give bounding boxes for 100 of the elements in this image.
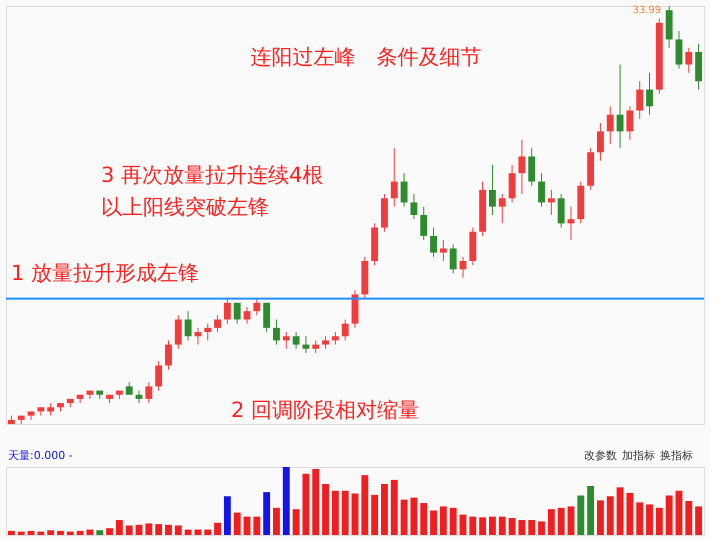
candlestick <box>626 106 634 140</box>
candlestick <box>312 340 320 354</box>
candlestick <box>342 319 349 341</box>
annotation: 1 放量拉升形成左锋 <box>11 261 200 285</box>
bar <box>244 516 250 535</box>
bar <box>498 516 506 535</box>
bar <box>656 508 663 535</box>
candlestick <box>332 332 339 346</box>
bar <box>165 524 172 535</box>
bar <box>8 530 15 535</box>
bar <box>18 532 25 535</box>
candlestick <box>685 47 692 74</box>
bar <box>440 506 447 535</box>
candlestick <box>410 194 418 220</box>
bar <box>312 469 320 535</box>
bar <box>596 500 604 535</box>
bar <box>577 496 584 535</box>
bar <box>568 506 574 535</box>
text: 天量:0.000 - <box>8 449 73 462</box>
bar <box>155 524 162 535</box>
bar <box>479 517 486 535</box>
candlestick <box>390 148 398 208</box>
bar <box>37 532 44 535</box>
candlestick <box>548 189 555 216</box>
candlestick <box>224 298 231 324</box>
text: 改参数 <box>584 449 617 462</box>
candlestick <box>400 172 408 208</box>
bar <box>616 487 624 535</box>
annotation: 3 再次放量拉升连续4根 <box>101 163 324 187</box>
candlestick <box>204 323 212 341</box>
candlestick <box>253 298 260 316</box>
bar <box>508 518 516 535</box>
bar <box>126 525 133 535</box>
bar <box>106 528 114 535</box>
bar <box>558 508 565 535</box>
bar <box>204 530 212 535</box>
bar <box>381 484 388 535</box>
candlestick <box>292 332 300 350</box>
text: 换指标 <box>660 449 693 462</box>
candlestick <box>498 194 506 224</box>
candlestick <box>145 382 152 404</box>
candlestick <box>596 122 604 162</box>
bar <box>184 530 192 535</box>
bar <box>390 480 398 535</box>
bar <box>450 508 457 535</box>
bar <box>400 500 408 535</box>
bar <box>322 484 329 535</box>
bar <box>430 510 437 535</box>
bar <box>342 490 349 535</box>
bar <box>76 530 84 535</box>
bar <box>460 514 466 535</box>
bar <box>666 496 673 535</box>
candlestick <box>420 206 428 241</box>
bar <box>636 502 644 535</box>
bar <box>136 524 142 535</box>
bar <box>273 508 280 535</box>
bar <box>116 520 123 535</box>
bar <box>47 530 54 535</box>
bar <box>518 520 526 535</box>
bar <box>626 492 634 535</box>
bar <box>371 494 378 535</box>
bar <box>685 501 692 535</box>
text: 加指标 <box>622 449 655 462</box>
bar <box>224 496 231 535</box>
bar <box>548 509 555 535</box>
candlestick <box>282 332 290 350</box>
bar <box>676 490 682 535</box>
bar <box>66 532 74 535</box>
candlestick <box>244 306 250 324</box>
bar <box>469 516 476 535</box>
bar <box>96 530 104 535</box>
annotation: 以上阳线突破左锋 <box>101 195 269 219</box>
candlestick <box>184 310 192 341</box>
candlestick <box>155 360 162 392</box>
candlestick <box>273 319 280 346</box>
candlestick <box>322 336 329 350</box>
annotation: 33.99 <box>632 5 662 16</box>
bar <box>302 474 310 535</box>
candlestick <box>616 64 624 149</box>
candlestick <box>234 302 241 324</box>
bar <box>282 467 290 535</box>
candlestick <box>646 72 653 116</box>
candlestick <box>518 139 526 195</box>
annotation: 2 回调阶段相对缩量 <box>231 398 420 422</box>
bar <box>410 498 418 535</box>
candlestick <box>538 172 545 208</box>
candlestick <box>450 244 457 274</box>
bar <box>57 530 64 535</box>
bar <box>145 523 152 535</box>
candlestick <box>136 390 142 404</box>
bar <box>606 496 614 535</box>
bar <box>489 516 496 535</box>
bar <box>646 504 653 535</box>
candlestick <box>47 402 54 416</box>
bar <box>420 503 428 535</box>
candlestick <box>636 80 644 120</box>
bar <box>538 521 545 535</box>
text: 连阳过左峰 条件及细节 <box>250 45 482 69</box>
candlestick <box>194 327 202 346</box>
candlestick <box>165 340 172 370</box>
